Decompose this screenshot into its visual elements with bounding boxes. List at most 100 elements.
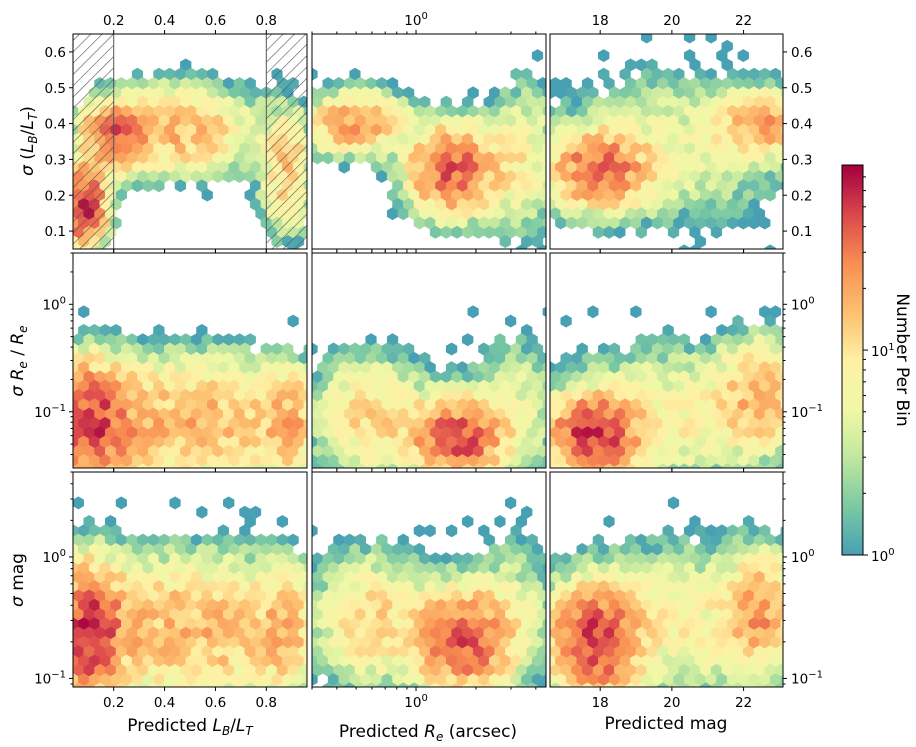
hexbins-r0c2 bbox=[550, 34, 783, 249]
hexbin bbox=[303, 381, 307, 392]
hexbin bbox=[115, 496, 127, 510]
hexbin bbox=[303, 343, 307, 355]
hexbin bbox=[303, 600, 307, 611]
y-right-tick-label: 0.6 bbox=[791, 45, 812, 61]
hexbin bbox=[542, 362, 546, 373]
colorbar-gradient bbox=[841, 164, 864, 556]
hexbin bbox=[603, 515, 615, 528]
panel-grid: 0.2 0.4 0.6 0.8 0.1 0.2 0.3 0.4 0.5 0.6 100 18 20 22 0… bbox=[34, 11, 823, 711]
y-tick-label: 0.4 bbox=[45, 117, 66, 133]
hexbin bbox=[542, 600, 546, 611]
hexbin bbox=[780, 325, 783, 335]
ylabel-row2: σ mag bbox=[8, 553, 28, 607]
hexbin bbox=[78, 305, 90, 319]
x-top-tick-label: 0.4 bbox=[154, 13, 175, 29]
hexbin bbox=[542, 87, 546, 98]
x-tick-label: 0.4 bbox=[154, 695, 175, 711]
hexbin bbox=[780, 418, 783, 428]
y-ticks-r0c0: 0.1 0.2 0.3 0.4 0.5 0.6 bbox=[45, 45, 73, 240]
y-tick-label: 0.2 bbox=[45, 188, 66, 204]
x-tick-label: 100 bbox=[404, 693, 428, 711]
hexbin bbox=[445, 342, 458, 356]
y-tick-label: 10−1 bbox=[34, 669, 66, 687]
hexbin bbox=[298, 463, 307, 468]
hexbin bbox=[780, 544, 783, 554]
hexbin bbox=[542, 581, 546, 592]
x-ticks-r0c1: 100 bbox=[311, 11, 537, 253]
ylabel-row1: σ Re / Re bbox=[8, 325, 30, 396]
xlabel-col0: Predicted LB/LT bbox=[127, 716, 254, 738]
y-ticks-r2c0: 10−1 100 bbox=[34, 471, 73, 687]
hexbin bbox=[780, 125, 783, 135]
x-ticks-r0c2: 18 20 22 bbox=[592, 13, 752, 253]
y-right-tick-label: 0.4 bbox=[791, 117, 812, 133]
hexbin bbox=[705, 34, 717, 44]
hexbin bbox=[303, 562, 307, 574]
hexbin bbox=[515, 244, 528, 249]
hexbin bbox=[780, 563, 783, 573]
hexbin bbox=[153, 179, 165, 193]
y-tick-label: 0.3 bbox=[45, 152, 66, 168]
hexbin bbox=[542, 562, 546, 574]
y-ticks-r2c2: 10−1 100 bbox=[783, 471, 823, 687]
hexbins-r2c2 bbox=[550, 496, 783, 687]
excluded-region-1 bbox=[266, 34, 307, 249]
hexbin bbox=[531, 49, 544, 63]
hexbin bbox=[780, 600, 783, 610]
y-tick-label: 0.5 bbox=[45, 81, 66, 97]
hexbin bbox=[542, 436, 546, 448]
hexbin bbox=[303, 581, 307, 592]
hexbin bbox=[312, 342, 318, 356]
x-tick-label: 18 bbox=[592, 695, 609, 711]
x-tick-label: 0.6 bbox=[205, 695, 226, 711]
y-right-tick-label: 100 bbox=[791, 548, 815, 566]
hexbin bbox=[312, 673, 318, 687]
colorbar: 100 101 Number Per Bin bbox=[841, 164, 912, 565]
hexbins-r1c2 bbox=[550, 305, 783, 468]
hexbin bbox=[780, 381, 783, 391]
panel-frame bbox=[311, 33, 547, 250]
hexbin bbox=[276, 515, 289, 528]
hexbin bbox=[775, 463, 783, 468]
colorbar-tick-label: 100 bbox=[871, 547, 895, 565]
hexbin bbox=[667, 225, 680, 239]
x-ticks-r2c0: 0.2 0.4 0.6 0.8 bbox=[103, 468, 277, 711]
panel-r2c1: 100 bbox=[311, 468, 547, 711]
hexbin bbox=[764, 188, 776, 202]
hexbin bbox=[780, 675, 783, 685]
x-tick-label: 20 bbox=[663, 695, 680, 711]
x-top-tick-label: 0.2 bbox=[103, 13, 124, 29]
hexbin bbox=[287, 314, 299, 328]
hexbin bbox=[499, 235, 511, 249]
hexbin bbox=[169, 496, 181, 510]
hexbin bbox=[780, 344, 783, 354]
colorbar-ticks: 100 101 bbox=[863, 176, 895, 565]
y-right-tick-label: 10−1 bbox=[791, 403, 823, 421]
hexbin bbox=[542, 618, 546, 629]
hexbin bbox=[303, 637, 307, 648]
hexbin bbox=[689, 244, 701, 249]
hexbin bbox=[737, 49, 749, 63]
hexbin bbox=[598, 49, 610, 63]
hexbins-r2c1 bbox=[312, 496, 546, 687]
panel-r0c0: 0.2 0.4 0.6 0.8 0.1 0.2 0.3 0.4 0.5 0.6 bbox=[45, 13, 308, 253]
hexbin bbox=[780, 456, 783, 466]
panel-r0c1: 100 bbox=[311, 11, 547, 253]
x-top-tick-label: 22 bbox=[735, 13, 752, 29]
hexbin bbox=[505, 314, 517, 328]
panel-r2c0: 0.2 0.4 0.6 0.8 10−1 100 bbox=[34, 468, 308, 711]
hexbin bbox=[667, 496, 680, 510]
y-ticks-r1c0: 10−1 100 bbox=[34, 252, 73, 456]
x-ticks-r0c0: 0.2 0.4 0.6 0.8 bbox=[103, 13, 277, 253]
x-top-tick-label: 0.8 bbox=[256, 13, 277, 29]
hexbins-r0c1 bbox=[312, 49, 546, 249]
hexbin bbox=[303, 674, 307, 685]
hexbin bbox=[710, 225, 723, 239]
hexbin bbox=[780, 619, 783, 629]
hexbin bbox=[641, 34, 653, 44]
hexbin bbox=[445, 524, 458, 538]
hexbin bbox=[780, 526, 783, 536]
hexbin bbox=[780, 106, 783, 116]
hexbin bbox=[775, 682, 783, 687]
panel-frame bbox=[72, 471, 308, 688]
